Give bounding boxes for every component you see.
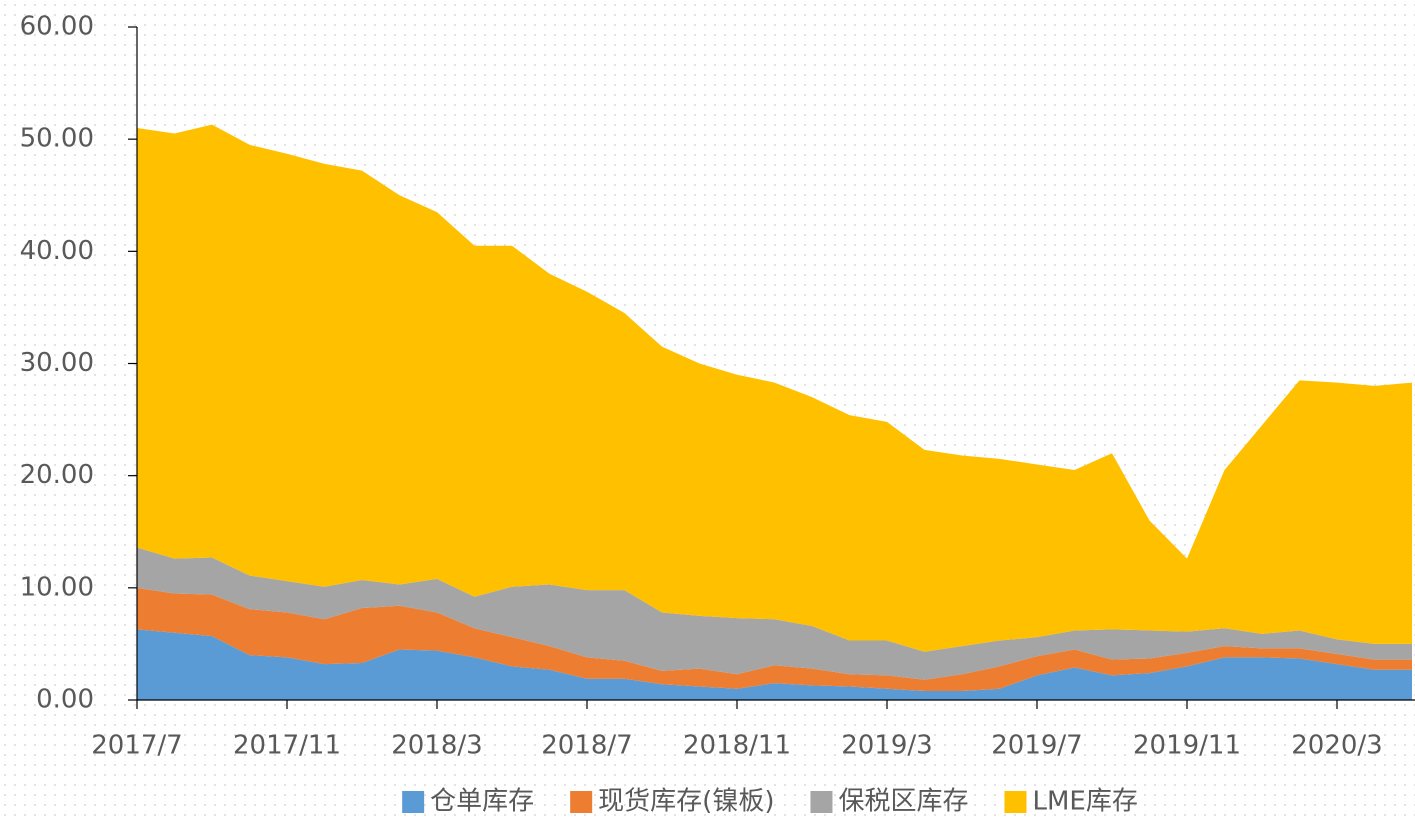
y-tick-label: 30.00 xyxy=(20,348,94,378)
y-tick-label: 20.00 xyxy=(20,460,94,490)
legend-label: LME库存 xyxy=(1032,787,1137,817)
area xyxy=(137,629,1412,700)
legend-swatch xyxy=(810,791,833,813)
y-tick-label: 50.00 xyxy=(20,124,94,154)
legend-swatch xyxy=(570,791,593,813)
area xyxy=(137,587,1412,692)
y-tick-label: 40.00 xyxy=(20,236,94,266)
legend-swatch xyxy=(402,791,425,813)
area xyxy=(137,124,1412,652)
y-tick-label: 0.00 xyxy=(36,685,94,715)
x-tick-label: 2020/3 xyxy=(1291,731,1382,761)
y-tick-label: 60.00 xyxy=(20,12,94,42)
x-tick-label: 2017/7 xyxy=(91,731,182,761)
legend-swatch xyxy=(1004,791,1027,813)
area xyxy=(137,547,1412,680)
x-tick-label: 2018/11 xyxy=(683,731,791,761)
x-tick-label: 2019/3 xyxy=(841,731,932,761)
legend-label: 保税区库存 xyxy=(838,787,968,817)
x-tick-label: 2018/7 xyxy=(541,731,632,761)
x-tick-label: 2018/3 xyxy=(391,731,482,761)
x-tick-label: 2017/11 xyxy=(233,731,341,761)
legend-label: 现货库存(镍板) xyxy=(598,787,774,817)
y-tick-label: 10.00 xyxy=(20,572,94,602)
legend-label: 仓单库存 xyxy=(430,787,534,817)
x-tick-label: 2019/11 xyxy=(1133,731,1241,761)
x-tick-label: 2019/7 xyxy=(991,731,1082,761)
